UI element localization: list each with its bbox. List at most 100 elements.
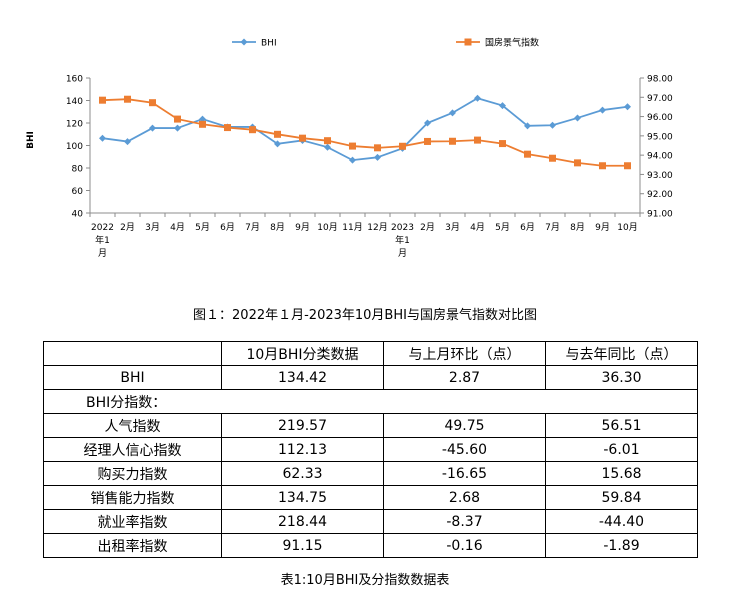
row-label-cell: 经理人信心指数 xyxy=(43,437,222,462)
x-tick-label: 11月 xyxy=(342,222,362,233)
data-point xyxy=(374,144,381,152)
series-line xyxy=(102,97,628,162)
row-label-cell: 人气指数 xyxy=(43,413,222,438)
data-point xyxy=(324,143,331,151)
legend-label: 国房景气指数 xyxy=(485,37,539,49)
row-label-cell: 出租率指数 xyxy=(43,533,222,558)
table-header-row: 10月BHI分类数据 与上月环比（点） 与去年同比（点） xyxy=(43,341,698,366)
x-tick-label: 5月 xyxy=(195,222,210,233)
x-axis-ticks: 2022 年1 月 2月 3月 4月 5月 6月 7月 8月 9月 10月 11月 12月 2023 年1 月 2… xyxy=(89,213,641,259)
data-point xyxy=(174,115,181,123)
y-tick-label: 160 xyxy=(66,75,83,85)
value-cell: 36.30 xyxy=(545,365,698,390)
value-cell: 56.51 xyxy=(545,413,698,438)
y-tick-label: 40 xyxy=(72,210,84,220)
data-point xyxy=(249,126,256,134)
y2-tick-label: 95.00 xyxy=(647,132,673,142)
table-subheading-row: BHI分指数： xyxy=(43,389,698,414)
data-point xyxy=(399,142,406,150)
value-cell: -16.65 xyxy=(383,461,546,486)
y2-tick-label: 91.00 xyxy=(647,210,673,220)
value-cell: 2.87 xyxy=(383,365,546,390)
subheading-cell: BHI分指数： xyxy=(43,389,698,414)
table-row: 销售能力指数 134.75 2.68 59.84 xyxy=(43,485,698,510)
row-label-cell: 就业率指数 xyxy=(43,509,222,534)
x-tick-label: 4月 xyxy=(470,222,485,233)
data-point xyxy=(574,114,581,122)
value-cell: 219.57 xyxy=(221,413,384,438)
data-point xyxy=(424,119,431,127)
y-axis-ticks: 40 60 80 100 120 140 160 xyxy=(66,75,90,220)
data-point xyxy=(574,159,581,167)
value-cell: -0.16 xyxy=(383,533,546,558)
y-tick-label: 80 xyxy=(72,165,84,175)
data-point xyxy=(299,134,306,142)
data-point xyxy=(624,103,631,111)
data-point xyxy=(240,38,248,46)
data-point xyxy=(599,106,606,114)
data-point xyxy=(624,162,631,170)
y2-axis-ticks: 91.00 92.00 93.00 94.00 95.00 96.00 97.00 98.00 xyxy=(640,75,673,220)
data-point xyxy=(524,150,531,158)
value-cell: 91.15 xyxy=(221,533,384,558)
x-tick-label: 12月 xyxy=(367,222,387,233)
data-point xyxy=(424,137,431,145)
data-point xyxy=(99,134,106,142)
value-cell: 134.75 xyxy=(221,485,384,510)
data-point xyxy=(274,130,281,138)
data-point xyxy=(499,102,506,110)
y2-tick-label: 96.00 xyxy=(647,113,673,123)
table-row: 购买力指数 62.33 -16.65 15.68 xyxy=(43,461,698,486)
x-tick-label: 7月 xyxy=(245,222,260,233)
table-row: 出租率指数 91.15 -0.16 -1.89 xyxy=(43,533,698,558)
legend-label: BHI xyxy=(261,39,277,49)
value-cell: 10月BHI分类数据 xyxy=(221,341,384,366)
y2-tick-label: 92.00 xyxy=(647,190,673,200)
value-cell: -1.89 xyxy=(545,533,698,558)
data-point xyxy=(174,124,181,132)
y2-tick-label: 93.00 xyxy=(647,171,673,181)
value-cell: 59.84 xyxy=(545,485,698,510)
y-axis-title: BHI xyxy=(26,131,36,149)
data-point xyxy=(549,121,556,129)
data-point xyxy=(449,109,456,117)
x-tick-label: 2023 年1 月 xyxy=(391,223,414,259)
value-cell: 112.13 xyxy=(221,437,384,462)
data-point xyxy=(149,124,156,132)
row-label-cell: 销售能力指数 xyxy=(43,485,222,510)
data-point xyxy=(374,153,381,161)
x-tick-label: 2月 xyxy=(420,222,435,233)
value-cell: 2.68 xyxy=(383,485,546,510)
x-tick-label: 6月 xyxy=(520,222,535,233)
chart-axes xyxy=(89,78,641,214)
data-point xyxy=(124,95,131,103)
data-point xyxy=(124,138,131,146)
x-tick-label: 9月 xyxy=(295,222,310,233)
y-tick-label: 120 xyxy=(66,120,83,130)
x-tick-label: 2月 xyxy=(120,222,135,233)
value-cell: -8.37 xyxy=(383,509,546,534)
x-tick-label: 8月 xyxy=(270,222,285,233)
y2-tick-label: 97.00 xyxy=(647,94,673,104)
x-tick-label: 3月 xyxy=(445,222,460,233)
y-tick-label: 60 xyxy=(72,187,84,197)
x-tick-label: 5月 xyxy=(495,222,510,233)
data-point xyxy=(474,94,481,102)
table-row: BHI 134.42 2.87 36.30 xyxy=(43,365,698,390)
value-cell: 15.68 xyxy=(545,461,698,486)
x-tick-label: 3月 xyxy=(145,222,160,233)
y-tick-label: 100 xyxy=(66,142,83,152)
row-label-cell: BHI xyxy=(43,365,222,390)
chart-legend: BHI 国房景气指数 xyxy=(232,37,539,49)
value-cell: 62.33 xyxy=(221,461,384,486)
y2-tick-label: 94.00 xyxy=(647,152,673,162)
table-row: 人气指数 219.57 49.75 56.51 xyxy=(43,413,698,438)
value-cell: -44.40 xyxy=(545,509,698,534)
data-point xyxy=(349,156,356,164)
y2-tick-label: 98.00 xyxy=(647,75,673,85)
value-cell: 49.75 xyxy=(383,413,546,438)
value-cell: -6.01 xyxy=(545,437,698,462)
legend-item: 国房景气指数 xyxy=(456,37,539,49)
data-point xyxy=(599,162,606,170)
data-point xyxy=(149,99,156,107)
